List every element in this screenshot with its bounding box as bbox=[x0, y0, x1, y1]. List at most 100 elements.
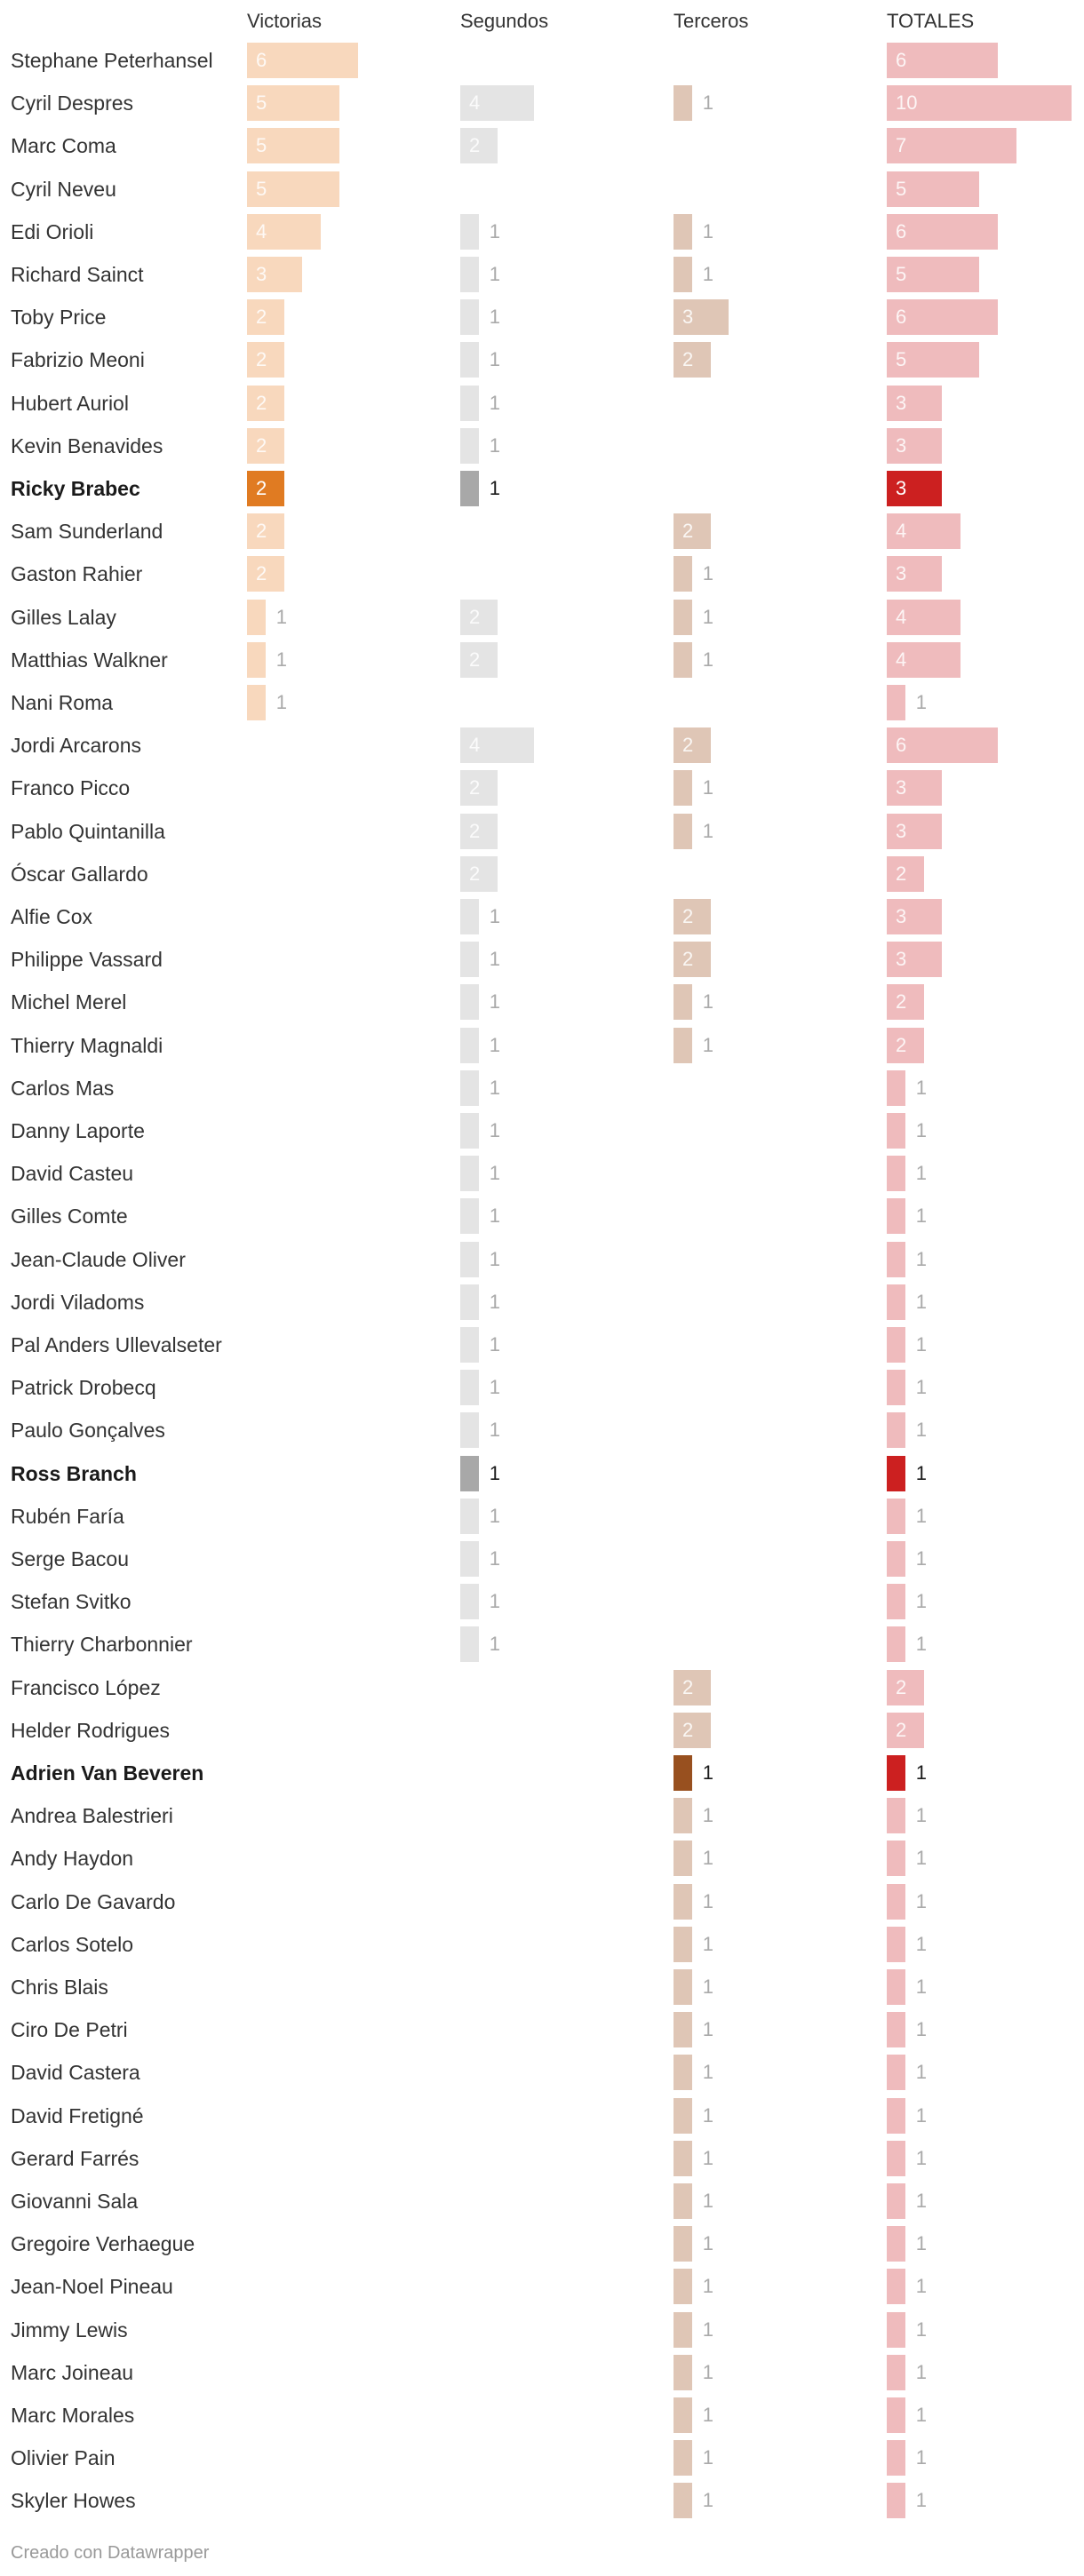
datawrapper-credit[interactable]: Creado con Datawrapper bbox=[11, 2543, 210, 2563]
bar-t bbox=[674, 1027, 692, 1063]
value-label-total: 3 bbox=[896, 948, 907, 971]
value-label-total: 1 bbox=[915, 1633, 928, 1656]
column-header-v: Victorias bbox=[247, 10, 322, 32]
value-label-total: 3 bbox=[896, 905, 907, 927]
value-label-t: 1 bbox=[702, 819, 714, 842]
bar-total bbox=[887, 2097, 905, 2134]
bar-t bbox=[674, 2440, 692, 2477]
bar-s bbox=[460, 385, 479, 421]
bar-s bbox=[460, 1069, 479, 1106]
value-label-s: 1 bbox=[489, 1419, 501, 1442]
rider-name: Sam Sunderland bbox=[11, 520, 163, 544]
value-label-total: 3 bbox=[896, 819, 907, 842]
bar-t bbox=[674, 2183, 692, 2219]
bar-total bbox=[887, 1284, 905, 1320]
bar-v bbox=[247, 43, 358, 78]
value-label-total: 6 bbox=[896, 49, 907, 71]
rider-name: Jean-Noel Pineau bbox=[11, 2275, 173, 2299]
value-label-total: 1 bbox=[915, 2318, 928, 2341]
value-label-total: 1 bbox=[915, 1461, 928, 1484]
bar-total bbox=[887, 427, 943, 464]
bar-t bbox=[674, 556, 692, 592]
value-label-total: 3 bbox=[896, 433, 907, 457]
value-label-t: 1 bbox=[702, 1889, 714, 1912]
rider-name: Jordi Viladoms bbox=[11, 1290, 145, 1314]
bar-t bbox=[674, 257, 692, 292]
bar-t bbox=[674, 1926, 692, 1962]
value-label-t: 1 bbox=[702, 2232, 714, 2255]
bar-v bbox=[247, 641, 266, 678]
bar-total bbox=[887, 1798, 905, 1834]
value-label-t: 1 bbox=[702, 776, 714, 799]
value-label-total: 2 bbox=[896, 990, 907, 1014]
bar-v bbox=[247, 685, 266, 720]
rider-name: Fabrizio Meoni bbox=[11, 348, 145, 372]
value-label-total: 1 bbox=[915, 1290, 928, 1313]
value-label-s: 2 bbox=[469, 862, 481, 885]
value-label-s: 1 bbox=[489, 263, 501, 285]
bar-total bbox=[887, 1370, 905, 1406]
rider-name: Chris Blais bbox=[11, 1976, 108, 1999]
rider-name: Alfie Cox bbox=[11, 905, 93, 928]
bar-total bbox=[887, 171, 979, 207]
value-label-v: 3 bbox=[256, 263, 267, 285]
value-label-total: 1 bbox=[915, 2146, 928, 2169]
value-label-total: 1 bbox=[915, 1590, 928, 1613]
rider-name: David Fretigné bbox=[11, 2103, 144, 2127]
rider-name: Andy Haydon bbox=[11, 1847, 134, 1871]
value-label-s: 1 bbox=[489, 219, 501, 242]
value-label-total: 1 bbox=[915, 1932, 928, 1955]
rider-name: Pablo Quintanilla bbox=[11, 819, 165, 843]
bar-t bbox=[674, 513, 711, 550]
rider-name: Cyril Neveu bbox=[11, 177, 116, 201]
value-label-t: 2 bbox=[682, 348, 694, 371]
value-label-s: 2 bbox=[469, 648, 481, 671]
bar-s bbox=[460, 1412, 479, 1449]
bar-total bbox=[887, 1969, 905, 2005]
value-label-total: 1 bbox=[915, 2190, 928, 2212]
bar-total bbox=[887, 2311, 905, 2348]
bar-t bbox=[674, 2483, 692, 2519]
rider-name: Marc Coma bbox=[11, 134, 116, 158]
value-label-t: 2 bbox=[682, 948, 694, 971]
bar-total bbox=[887, 2397, 905, 2433]
value-label-t: 1 bbox=[702, 2318, 714, 2341]
bar-total bbox=[887, 899, 943, 934]
bar-total bbox=[887, 685, 905, 720]
bar-t bbox=[674, 2012, 692, 2048]
bar-total bbox=[887, 1027, 924, 1063]
value-label-total: 1 bbox=[915, 1162, 928, 1185]
value-label-total: 5 bbox=[896, 263, 907, 285]
bar-total bbox=[887, 128, 1016, 164]
value-label-total: 4 bbox=[896, 648, 907, 671]
value-label-s: 1 bbox=[489, 1290, 501, 1313]
value-label-s: 1 bbox=[489, 990, 501, 1014]
bar-s bbox=[460, 1027, 479, 1063]
rider-name: Richard Sainct bbox=[11, 263, 144, 286]
bar-t bbox=[674, 2140, 692, 2176]
value-label-t: 1 bbox=[702, 91, 714, 115]
bar-t bbox=[674, 599, 692, 635]
bar-s bbox=[460, 1455, 479, 1491]
bar-v bbox=[247, 171, 339, 207]
rider-name: Ross Branch bbox=[11, 1461, 137, 1485]
rider-name: Cyril Despres bbox=[11, 91, 134, 115]
value-label-t: 1 bbox=[702, 605, 714, 628]
value-label-v: 2 bbox=[256, 306, 267, 329]
value-label-t: 1 bbox=[702, 2146, 714, 2169]
value-label-s: 1 bbox=[489, 1247, 501, 1270]
bar-total bbox=[887, 513, 961, 550]
bar-t bbox=[674, 641, 692, 678]
rider-name: David Castera bbox=[11, 2061, 140, 2085]
value-label-total: 7 bbox=[896, 134, 907, 157]
bar-t bbox=[674, 342, 711, 378]
value-label-s: 1 bbox=[489, 905, 501, 927]
rider-name: Marc Morales bbox=[11, 2404, 135, 2427]
rider-name: Stefan Svitko bbox=[11, 1590, 132, 1614]
bar-t bbox=[674, 213, 692, 250]
bar-v bbox=[247, 427, 284, 464]
bar-total bbox=[887, 1156, 905, 1192]
bar-s bbox=[460, 899, 479, 934]
rider-name: Adrien Van Beveren bbox=[11, 1761, 204, 1785]
bar-v bbox=[247, 556, 284, 592]
